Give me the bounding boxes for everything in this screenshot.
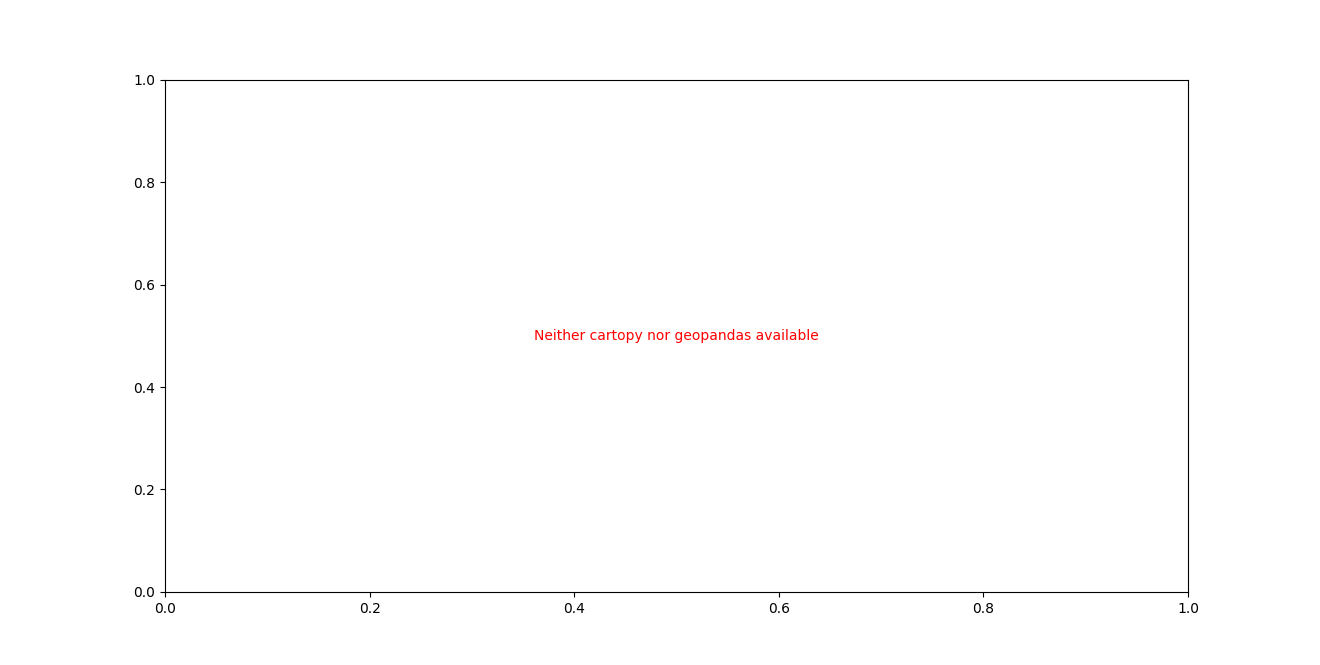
Text: Neither cartopy nor geopandas available: Neither cartopy nor geopandas available <box>535 329 818 343</box>
